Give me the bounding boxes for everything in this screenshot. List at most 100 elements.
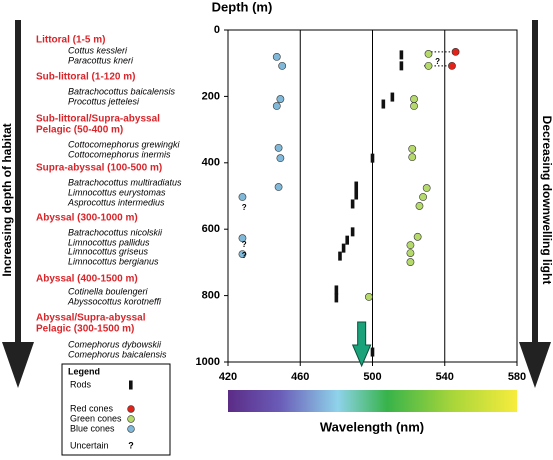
- y-axis-title: Depth (m): [212, 0, 273, 14]
- x-tick-label: 540: [436, 371, 454, 383]
- arrow-shaft: [15, 20, 21, 342]
- habitat-label: Sub-littoral/Supra-abyssal: [36, 114, 160, 125]
- rod-marker: [350, 199, 355, 209]
- species-name: Comephorus dybowskii: [68, 339, 162, 349]
- legend-label: Uncertain: [70, 440, 109, 450]
- habitat-label: Supra-abyssal (100-500 m): [36, 163, 162, 174]
- habitat-label: Sub-littoral (1-120 m): [36, 72, 135, 83]
- transmission-arrow: [351, 321, 372, 368]
- cone-marker: [276, 95, 285, 103]
- cone-marker: [238, 250, 247, 258]
- cone-marker: [451, 48, 460, 56]
- rod-marker: [399, 50, 404, 60]
- legend-label: Red cones: [70, 403, 114, 413]
- cone-marker: [410, 102, 418, 110]
- species-name: Cotinella boulengeri: [68, 286, 149, 296]
- cone-marker: [408, 153, 417, 162]
- uncertain-marker: ?: [242, 240, 247, 249]
- arrow-shaft: [532, 20, 538, 342]
- y-tick-label: 200: [202, 90, 220, 102]
- rod-marker: [338, 251, 342, 261]
- rod-marker: [354, 181, 359, 191]
- rod-marker: [370, 347, 375, 357]
- rod-marker: [334, 293, 339, 303]
- rod-marker: [334, 285, 339, 295]
- rod-marker: [350, 227, 355, 237]
- species-name: Paracottus kneri: [68, 55, 134, 65]
- species-name: Comephorus baicalensis: [68, 349, 167, 359]
- x-tick-label: 420: [219, 371, 237, 383]
- uncertain-marker: ?: [242, 203, 247, 212]
- legend-symbol: ?: [128, 440, 134, 450]
- cone-marker: [406, 241, 415, 250]
- legend-label: Green cones: [70, 413, 122, 423]
- species-name: Limnocottus eurystomas: [68, 187, 166, 197]
- rod-marker: [399, 61, 404, 71]
- cone-marker: [406, 249, 415, 258]
- cone-marker: [278, 61, 287, 70]
- habitat-label: Pelagic (50-400 m): [36, 125, 123, 136]
- x-tick-label: 460: [291, 371, 309, 383]
- rod-marker: [370, 153, 375, 163]
- legend-rod: [129, 380, 133, 390]
- habitat-label: Abyssal/Supra-abyssal: [36, 313, 146, 324]
- legend-label: Rods: [70, 379, 92, 389]
- cone-marker: [276, 154, 285, 163]
- cone-marker: [419, 193, 427, 201]
- cone-marker: [272, 52, 281, 61]
- x-axis-title: Wavelength (nm): [320, 419, 424, 434]
- uncertain-marker: ?: [242, 251, 247, 260]
- species-name: Batrachocottus multiradiatus: [68, 177, 182, 187]
- cone-marker: [410, 95, 418, 103]
- cone-marker: [238, 193, 247, 201]
- cone-marker: [413, 232, 422, 241]
- species-name: Batrachocottus baicalensis: [68, 86, 176, 96]
- species-name: Limnocottus griseus: [68, 246, 149, 256]
- legend-title: Legend: [68, 366, 100, 376]
- legend-box: [61, 363, 171, 456]
- rod-marker: [354, 190, 359, 200]
- species-name: Cottocomephorus grewingki: [68, 139, 181, 149]
- uncertain-marker: ?: [435, 57, 440, 66]
- cone-marker: [448, 61, 456, 70]
- cone-marker: [424, 61, 433, 70]
- rod-marker: [345, 235, 350, 245]
- right-arrow-label: Decreasing downwelling light: [540, 116, 553, 285]
- cone-marker: [274, 143, 283, 152]
- cone-marker: [408, 144, 417, 153]
- y-tick-label: 1000: [196, 356, 220, 368]
- rod-marker: [341, 243, 346, 253]
- spectrum-bar: [228, 390, 517, 412]
- x-tick-label: 580: [508, 371, 526, 383]
- y-tick-label: 0: [214, 24, 220, 36]
- habitat-label: Pelagic (300-1500 m): [36, 324, 134, 335]
- cone-marker: [415, 202, 424, 210]
- cone-marker: [274, 183, 283, 191]
- x-tick-label: 500: [363, 371, 381, 383]
- cone-marker: [272, 102, 281, 110]
- species-name: Cottocomephorus inermis: [68, 149, 171, 159]
- legend-cone: [127, 405, 135, 413]
- species-name: Cottus kessleri: [68, 45, 128, 55]
- species-name: Limnocottus pallidus: [68, 237, 150, 247]
- arrow-head: [519, 342, 551, 388]
- cone-marker: [422, 184, 431, 192]
- habitat-label: Littoral (1-5 m): [36, 35, 105, 46]
- y-tick-label: 800: [202, 290, 220, 302]
- habitat-label: Abyssal (400-1500 m): [36, 274, 138, 285]
- y-tick-label: 400: [202, 157, 220, 169]
- y-tick-label: 600: [202, 223, 220, 235]
- cone-marker: [406, 258, 415, 266]
- legend-cone: [127, 425, 135, 433]
- species-name: Procottus jettelesi: [68, 96, 140, 106]
- species-name: Limnocottus bergianus: [68, 256, 159, 266]
- rod-marker: [381, 99, 386, 109]
- arrow-head: [2, 342, 34, 388]
- cone-marker: [364, 293, 373, 301]
- left-arrow-label: Increasing depth of habitat: [0, 123, 14, 276]
- cone-marker: [238, 234, 247, 243]
- species-name: Batrachocottus nicolskii: [68, 227, 163, 237]
- habitat-label: Abyssal (300-1000 m): [36, 213, 138, 224]
- legend-label: Blue cones: [70, 423, 115, 433]
